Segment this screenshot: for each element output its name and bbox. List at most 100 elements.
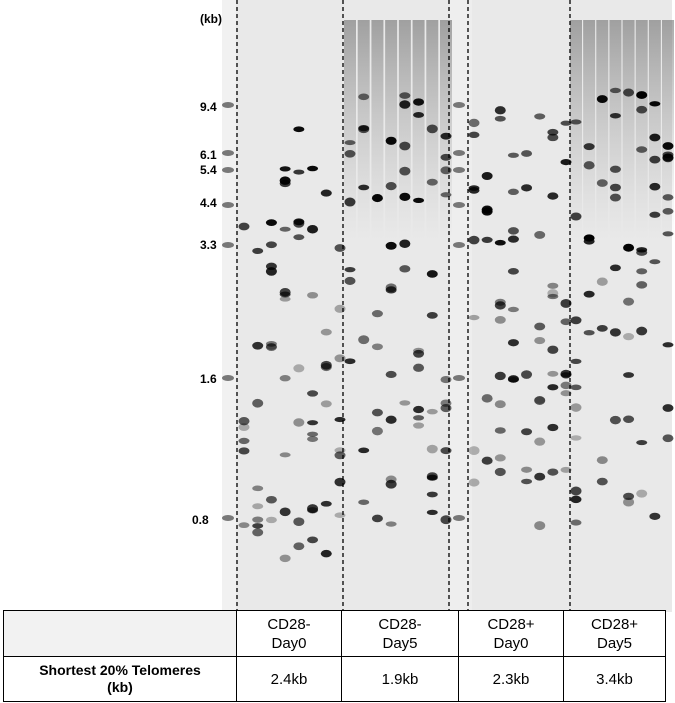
telomere-band (534, 437, 546, 446)
telomere-band (534, 113, 546, 120)
telomere-band (534, 336, 546, 345)
telomere-band (334, 304, 346, 313)
telomere-band (596, 277, 608, 286)
telomere-band (570, 384, 582, 391)
telomere-band (636, 326, 648, 336)
telomere-band (534, 396, 546, 405)
ladder-band (453, 202, 465, 208)
telomere-band (534, 322, 546, 331)
telomere-band (494, 467, 506, 477)
table-value-row: Shortest 20% Telomeres (kb) 2.4kb 1.9kb … (3, 656, 666, 702)
telomere-band (507, 306, 519, 313)
telomere-band (426, 270, 438, 278)
lane-smear (398, 20, 411, 240)
telomere-band (371, 310, 383, 318)
telomere-band (662, 142, 674, 150)
telomere-band (252, 516, 264, 523)
telomere-band (320, 549, 332, 558)
telomere-band (413, 349, 425, 358)
telomere-band (636, 249, 648, 256)
telomere-band (252, 528, 264, 537)
telomere-band (636, 92, 648, 99)
ladder-unit-label: (kb) (200, 12, 222, 26)
telomere-band (662, 342, 674, 348)
telomere-band (623, 497, 635, 507)
telomere-band (560, 120, 572, 126)
telomere-band (583, 329, 595, 336)
ladder-band (222, 242, 234, 248)
telomere-band (560, 299, 572, 308)
telomere-band (385, 521, 397, 527)
telomere-band (560, 158, 572, 166)
telomere-band (521, 370, 533, 379)
telomere-band (344, 149, 356, 158)
telomere-band (662, 434, 674, 443)
lane-smear (635, 20, 648, 240)
telomere-band (265, 495, 277, 504)
ladder-band (222, 167, 234, 173)
telomere-band (265, 219, 277, 227)
telomere-band (279, 176, 291, 185)
telomere-band (334, 512, 346, 518)
telomere-band (440, 153, 452, 161)
telomere-band (279, 554, 291, 563)
telomere-band (468, 446, 480, 456)
telomere-band (440, 132, 452, 140)
telomere-band (494, 106, 506, 115)
telomere-band (413, 422, 425, 429)
telomere-band (636, 146, 648, 153)
telomere-band (609, 87, 621, 94)
telomere-band (481, 394, 493, 403)
telomere-band (570, 435, 582, 441)
telomere-band (413, 197, 425, 203)
telomere-band (494, 115, 506, 122)
gel-image (222, 0, 674, 612)
telomere-band (307, 390, 319, 397)
telomere-band (521, 478, 533, 485)
telomere-band (521, 150, 533, 157)
telomere-band (609, 264, 621, 272)
telomere-band (252, 341, 264, 350)
telomere-band (238, 437, 250, 445)
lane-smear (596, 20, 609, 240)
telomere-band (507, 375, 519, 383)
lane-smear (412, 20, 425, 240)
ladder-band (222, 150, 234, 156)
ladder-band (222, 375, 234, 381)
telomere-band (426, 408, 438, 415)
telomere-band (413, 363, 425, 372)
telomere-band (265, 262, 277, 271)
telomere-band (385, 415, 397, 424)
telomere-band (547, 282, 559, 289)
telomere-band (344, 140, 356, 146)
telomere-band (440, 166, 452, 175)
telomere-band (279, 375, 291, 382)
telomere-band (560, 318, 572, 326)
telomere-band (609, 183, 621, 192)
telomere-band (358, 447, 370, 454)
telomere-band (547, 192, 559, 200)
telomere-band (609, 415, 621, 425)
telomere-band (468, 118, 480, 128)
telomere-band (481, 236, 493, 243)
telomere-band (570, 403, 582, 412)
telomere-band (320, 189, 332, 197)
telomere-band (662, 207, 674, 215)
ladder-band (453, 242, 465, 248)
telomere-band (570, 495, 582, 504)
telomere-band (238, 522, 250, 529)
telomere-band (662, 194, 674, 201)
telomere-band (636, 268, 648, 275)
telomere-band (596, 95, 608, 103)
telomere-band (399, 166, 411, 176)
telomere-band (636, 489, 648, 498)
telomere-band (334, 354, 346, 363)
telomere-band (307, 224, 319, 234)
telomere-band (307, 436, 319, 442)
telomere-band (596, 477, 608, 486)
telomere-band (481, 456, 493, 465)
telomere-band (279, 166, 291, 172)
telomere-band (468, 314, 480, 321)
telomere-band (494, 400, 506, 409)
value-cell-cd28pos-day5: 3.4kb (563, 656, 666, 702)
